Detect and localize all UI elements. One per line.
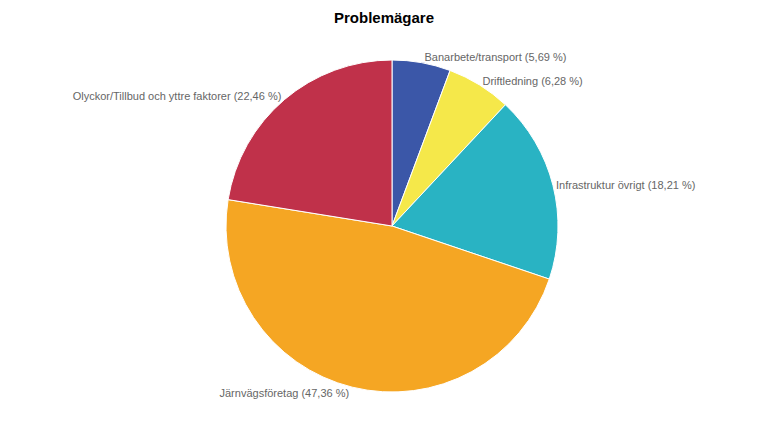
- svg-text:Olyckor/Tillbud och yttre fakt: Olyckor/Tillbud och yttre faktorer (22,4…: [73, 90, 282, 102]
- svg-text:Infrastruktur övrigt (18,21 %): Infrastruktur övrigt (18,21 %): [556, 179, 695, 191]
- svg-text:Driftledning (6,28 %): Driftledning (6,28 %): [482, 75, 582, 87]
- svg-text:Järnvägsföretag (47,36 %): Järnvägsföretag (47,36 %): [219, 387, 349, 399]
- svg-text:Banarbete/transport (5,69 %): Banarbete/transport (5,69 %): [425, 51, 567, 63]
- svg-text:Problemägare: Problemägare: [334, 9, 434, 26]
